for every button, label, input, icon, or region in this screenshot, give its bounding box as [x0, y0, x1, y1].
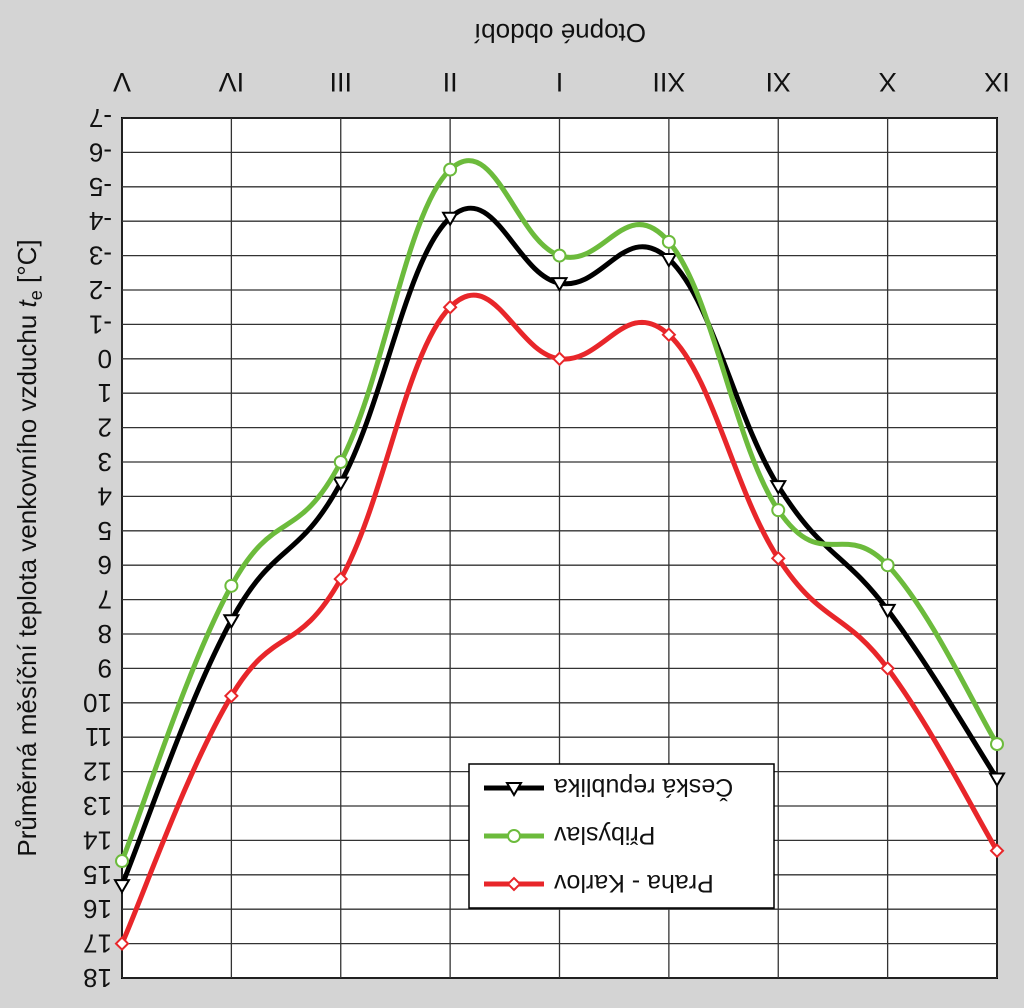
legend-marker	[505, 782, 523, 797]
y-tick-label: 0	[98, 344, 112, 374]
legend-marker	[506, 876, 522, 892]
data-point	[333, 571, 349, 587]
y-tick-label: 16	[83, 894, 112, 924]
y-tick-label: 11	[85, 722, 112, 752]
y-tick-label: -6	[89, 137, 112, 167]
data-point	[222, 614, 241, 630]
x-tick-label: III	[329, 67, 352, 97]
y-tick-label: 10	[83, 688, 112, 718]
y-tick-label: 17	[83, 929, 112, 959]
x-tick-label: I	[556, 67, 564, 97]
legend-marker	[507, 829, 521, 843]
data-point	[880, 558, 895, 573]
data-point	[332, 476, 350, 492]
y-tick-label: -7	[89, 103, 112, 133]
data-point	[552, 248, 567, 263]
y-tick-label: 7	[98, 585, 112, 615]
x-tick-label: X	[879, 67, 897, 97]
y-tick-label: -3	[89, 241, 112, 271]
y-tick-label: -5	[89, 172, 112, 202]
y-tick-label: 4	[98, 481, 112, 511]
data-point	[333, 455, 348, 469]
y-tick-label: 9	[98, 653, 112, 683]
data-point	[442, 299, 458, 315]
data-point	[224, 578, 239, 593]
y-axis-ticks: 1817161514131211109876543210-1-2-3-4-5-6…	[83, 103, 112, 993]
data-point	[661, 234, 676, 249]
y-axis-title-main: Průměrná měsíční teplota venkovního vzdu…	[12, 307, 42, 856]
x-axis-title: Otopné období	[473, 18, 646, 48]
data-point	[223, 688, 239, 704]
y-axis-title: Průměrná měsíční teplota venkovního vzdu…	[12, 239, 46, 856]
y-axis-title-unit: [°C]	[12, 239, 42, 290]
series-diamond	[114, 292, 1005, 952]
y-tick-label: 6	[98, 550, 112, 580]
legend-label: Praha - Karlov	[554, 869, 714, 897]
legend-label: Česká republika	[554, 773, 733, 802]
data-point	[114, 936, 130, 952]
data-point	[550, 277, 569, 293]
legend-label: Přibyslav	[554, 821, 656, 849]
data-point	[770, 550, 786, 566]
x-tick-label: XII	[652, 67, 685, 97]
data-point	[769, 480, 787, 496]
y-tick-label: 5	[98, 516, 112, 546]
series-triangle	[113, 205, 1006, 895]
y-tick-label: -4	[89, 206, 112, 236]
y-tick-label: 14	[83, 825, 112, 855]
y-axis-title-symbol: t	[12, 298, 42, 307]
data-point	[988, 772, 1006, 788]
data-point	[443, 162, 458, 177]
data-point	[661, 327, 677, 343]
y-axis-title-subscript: e	[26, 290, 46, 300]
x-tick-label: XI	[765, 67, 791, 97]
x-tick-label: IX	[984, 67, 1010, 97]
y-tick-label: -2	[89, 275, 112, 305]
series-line	[119, 205, 1000, 887]
y-tick-label: 1	[98, 378, 112, 408]
data-point	[880, 660, 896, 676]
data-point	[113, 879, 131, 895]
data-point	[552, 351, 567, 367]
data-point	[771, 503, 786, 518]
x-tick-label: IV	[219, 67, 245, 97]
y-tick-label: 2	[98, 413, 112, 443]
series-layer	[113, 158, 1006, 952]
data-point	[660, 253, 678, 269]
y-tick-label: 3	[98, 447, 112, 477]
x-tick-label: V	[113, 67, 131, 97]
series-circle	[115, 158, 1004, 869]
series-line	[119, 292, 1000, 945]
series-line	[119, 158, 1000, 862]
x-tick-label: II	[443, 67, 458, 97]
y-tick-label: 12	[83, 757, 112, 787]
legend: Česká republika Přibyslav Praha - Karlov	[468, 763, 775, 909]
y-tick-label: -1	[89, 309, 112, 339]
data-point	[990, 737, 1004, 752]
data-point	[989, 843, 1005, 859]
y-tick-label: 15	[83, 860, 112, 890]
data-point	[878, 603, 897, 619]
y-tick-label: 13	[83, 791, 112, 821]
y-tick-label: 8	[98, 619, 112, 649]
y-tick-label: 18	[83, 963, 112, 993]
data-point	[115, 854, 129, 869]
data-point	[441, 211, 459, 227]
